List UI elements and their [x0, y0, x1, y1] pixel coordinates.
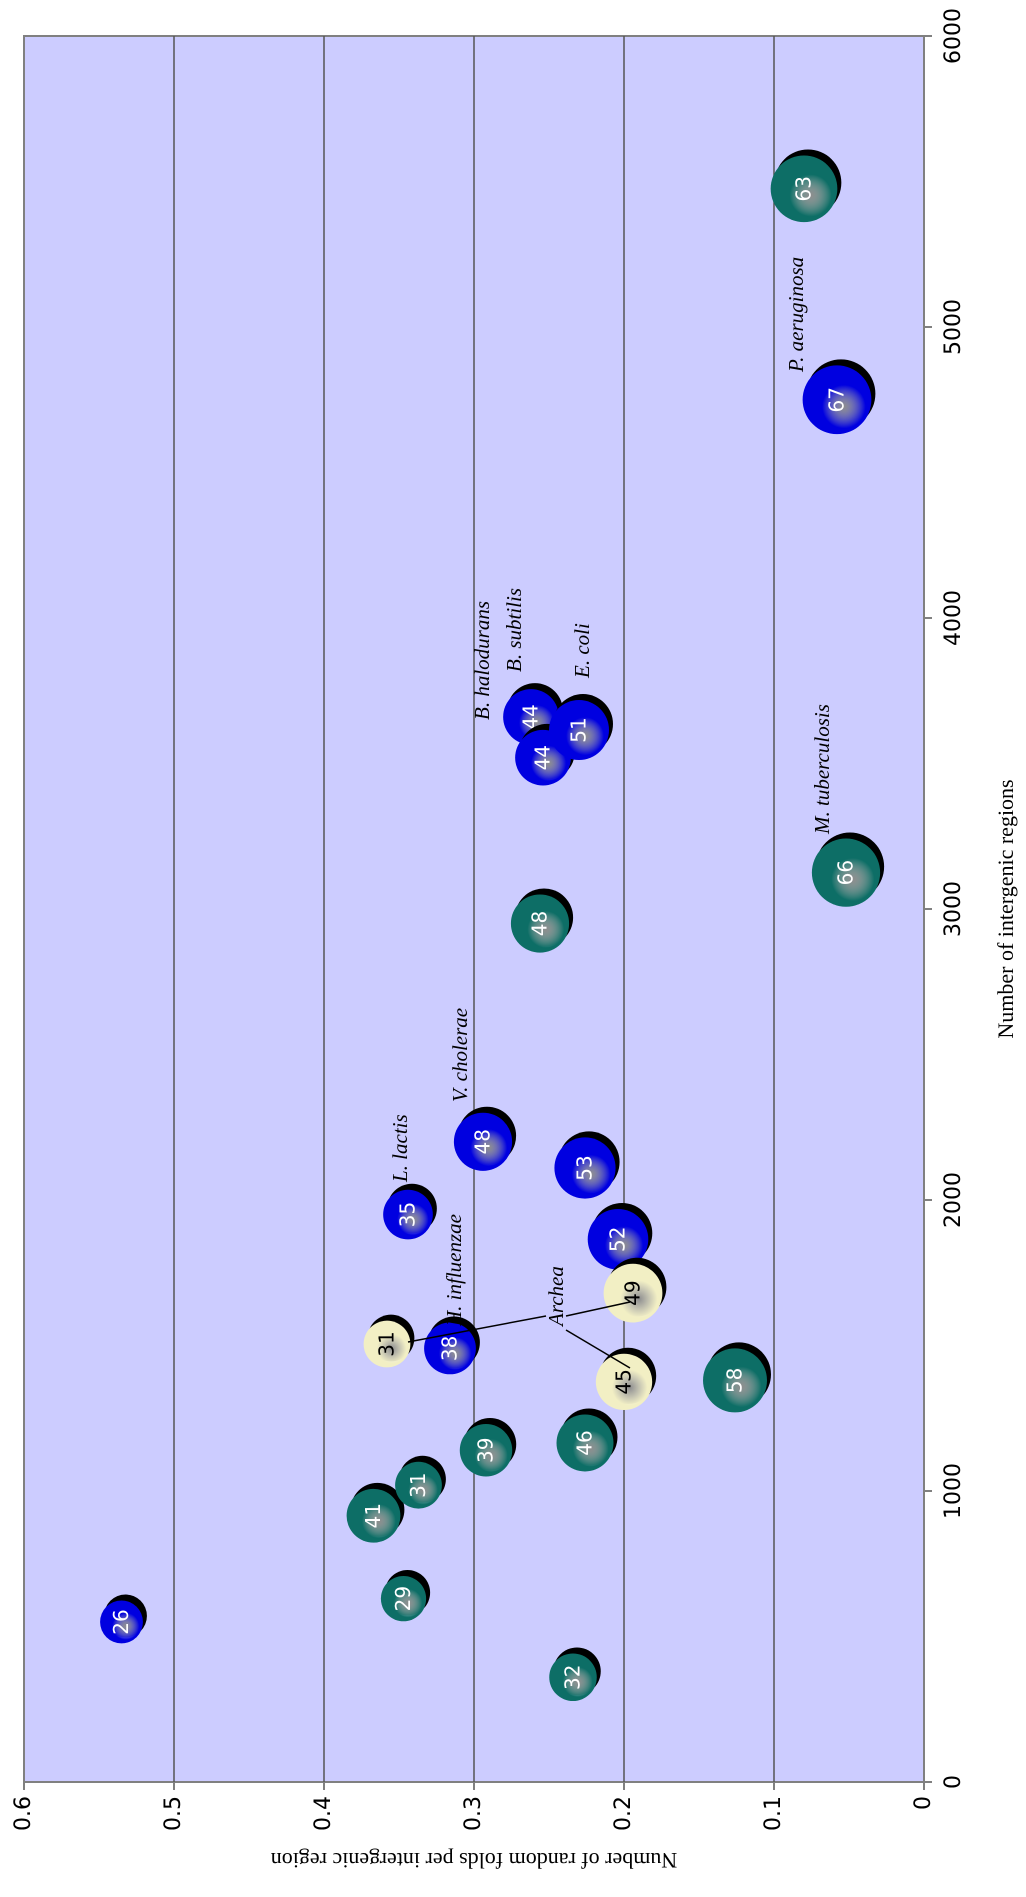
bubble — [595, 1353, 653, 1411]
bubble-label: 49 — [621, 1280, 645, 1305]
bubble — [424, 1322, 476, 1375]
bubble — [453, 1112, 513, 1171]
bubble-label: 39 — [474, 1438, 498, 1463]
y-tick-label: 0.3 — [461, 1796, 486, 1831]
bubble — [346, 1488, 401, 1543]
bubble-label: 63 — [792, 176, 816, 201]
x-tick-label: 6000 — [941, 8, 966, 64]
bubble-label: 35 — [396, 1202, 420, 1227]
annotation: L. lactis — [388, 1114, 412, 1183]
annotation: E. coli — [570, 623, 594, 679]
bubble-label: 32 — [561, 1665, 585, 1690]
y-tick-label: 0.1 — [761, 1796, 786, 1831]
bubble — [363, 1320, 411, 1368]
bubble-label: 29 — [391, 1586, 415, 1611]
x-tick-label: 3000 — [941, 881, 966, 937]
bubble-label: 44 — [531, 745, 555, 770]
leader-line — [407, 1315, 547, 1343]
annotation: M. tuberculosis — [810, 704, 834, 835]
x-tick-label: 4000 — [941, 590, 966, 646]
bubble — [556, 1414, 614, 1472]
bubble-label: 31 — [375, 1331, 399, 1356]
bubble — [554, 1137, 616, 1199]
bubble — [703, 1348, 767, 1413]
bubble — [549, 1653, 597, 1701]
bubble — [383, 1189, 433, 1240]
rotated-chart: Number of intergenic regions Number of r… — [11, 8, 1018, 1873]
bubble-label: 26 — [109, 1609, 133, 1634]
x-tick-label: 2000 — [941, 1172, 966, 1228]
leader-line — [565, 1329, 631, 1369]
bubble-label: 58 — [723, 1368, 747, 1393]
x-tick-label: 0 — [941, 1775, 966, 1789]
bubble — [549, 700, 609, 761]
bubble — [811, 838, 881, 907]
bubble-label: 48 — [528, 911, 552, 936]
bubble — [770, 155, 838, 223]
bubble-label: 53 — [573, 1155, 597, 1180]
annotation: Archea — [544, 1266, 568, 1328]
bubble — [587, 1208, 649, 1270]
x-axis-title: Number of intergenic regions — [993, 779, 1018, 1038]
bubble — [802, 365, 872, 435]
y-tick-label: 0.5 — [161, 1796, 186, 1831]
bubble-label: 67 — [825, 387, 849, 412]
bubble-label: 48 — [471, 1129, 495, 1154]
bubble-label: 46 — [573, 1430, 597, 1455]
y-tick-label: 0.4 — [311, 1796, 336, 1831]
bubble-label: 41 — [361, 1503, 385, 1528]
bubble — [380, 1576, 427, 1622]
bubble — [100, 1600, 143, 1644]
annotation: P. aeruginosa — [784, 257, 808, 373]
leader-line — [565, 1301, 631, 1317]
bubble-label: 51 — [567, 717, 591, 742]
y-tick-label: 0.2 — [611, 1796, 636, 1831]
bubble — [603, 1263, 663, 1323]
bubble — [510, 894, 570, 953]
bubble-label: 45 — [612, 1369, 636, 1394]
annotation: V. cholerae — [448, 1008, 472, 1102]
bubble — [459, 1424, 513, 1477]
bubble-label: 38 — [438, 1336, 462, 1361]
y-tick-label: 0.6 — [11, 1796, 36, 1831]
bubble-label: 31 — [406, 1472, 430, 1497]
y-tick-label: 0 — [911, 1796, 936, 1810]
x-tick-label: 1000 — [941, 1463, 966, 1519]
bubble — [395, 1461, 442, 1509]
annotation: B. subtilis — [502, 588, 526, 672]
annotation: H. influenzae — [442, 1214, 466, 1327]
bubble-label: 66 — [834, 860, 858, 885]
y-axis-title: Number of random folds per intergenic re… — [271, 1848, 677, 1873]
bubble-label: 52 — [606, 1227, 630, 1252]
annotation: B. halodurans — [470, 601, 494, 720]
x-tick-label: 5000 — [941, 299, 966, 355]
